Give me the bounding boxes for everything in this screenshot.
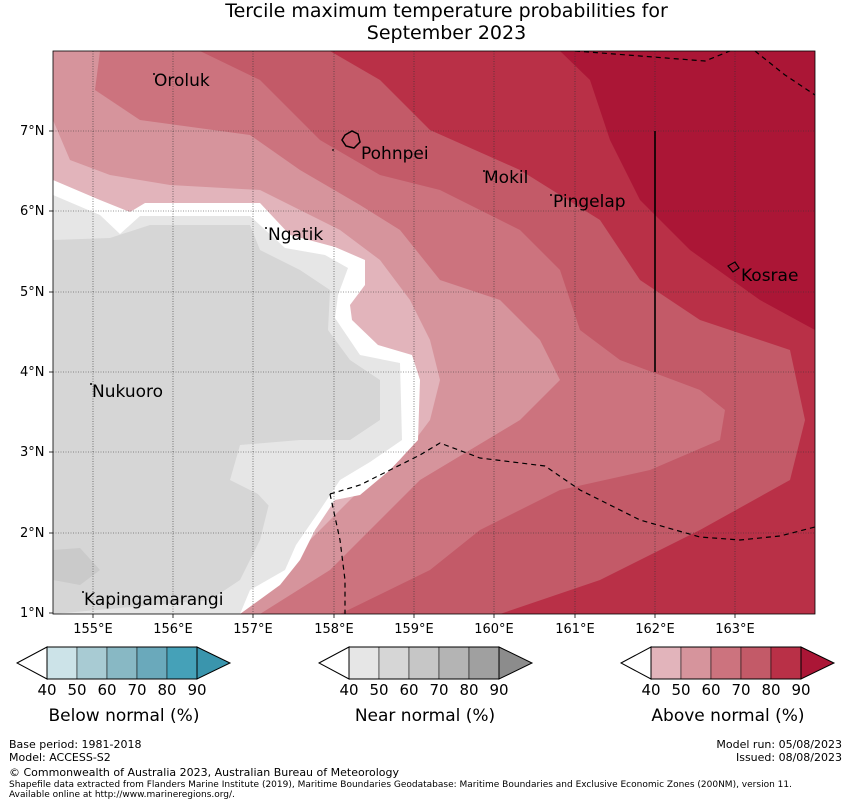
place-label-nukuoro: Nukuoro [92, 382, 164, 402]
near-tick: 50 [369, 681, 389, 699]
place-label-ngatik: Ngatik [268, 225, 324, 245]
colorbar-title-above: Above normal (%) [651, 706, 805, 726]
lon-label-163e: 163°E [715, 622, 755, 637]
below-tick: 90 [187, 681, 207, 699]
lon-label-161e: 161°E [555, 622, 595, 637]
lon-label-162e: 162°E [635, 622, 675, 637]
lon-label-159e: 159°E [394, 622, 434, 637]
place-label-pingelap: Pingelap [553, 192, 626, 212]
lat-label-4n: 4°N [20, 365, 45, 380]
lon-label-156e: 156°E [153, 622, 193, 637]
footer-copyright: © Commonwealth of Australia 2023, Austra… [9, 766, 399, 779]
near-tick: 60 [399, 681, 419, 699]
above-tick: 40 [641, 681, 661, 699]
map-title-line2: September 2023 [366, 22, 527, 44]
map-frame [52, 50, 816, 615]
colorbar-title-below: Below normal (%) [48, 706, 200, 726]
near-tick: 40 [339, 681, 359, 699]
map-title-line1: Tercile maximum temperature probabilitie… [225, 0, 668, 22]
footer-base-period: Base period: 1981-2018 [9, 738, 142, 751]
eez-boundaries [329, 51, 815, 614]
colorbar-above-normal [620, 646, 836, 680]
footer-model: Model: ACCESS-S2 [9, 751, 111, 764]
footer-shapefile-url: Available online at http://www.marinereg… [9, 790, 235, 800]
colorbar-title-near: Near normal (%) [354, 706, 496, 726]
colorbar-below-normal [16, 646, 232, 680]
lat-label-1n: 1°N [20, 606, 45, 621]
lat-label-5n: 5°N [20, 285, 45, 300]
above-tick: 80 [761, 681, 781, 699]
colorbar-near-normal [318, 646, 534, 680]
footer-model-run: Model run: 05/08/2023 [716, 738, 842, 751]
place-label-oroluk: Oroluk [154, 71, 210, 91]
below-tick: 80 [157, 681, 177, 699]
kosrae-island-shape [727, 261, 740, 273]
footer-issued: Issued: 08/08/2023 [735, 751, 842, 764]
near-lighter-patch [256, 480, 283, 506]
lon-label-155e: 155°E [73, 622, 113, 637]
below-tick: 50 [67, 681, 87, 699]
lon-label-160e: 160°E [474, 622, 514, 637]
place-label-kosrae: Kosrae [741, 266, 799, 286]
islet-dot [332, 149, 334, 151]
near-tick: 70 [429, 681, 449, 699]
lon-label-158e: 158°E [314, 622, 354, 637]
footer-shapefile-credit: Shapefile data extracted from Flanders M… [9, 780, 792, 790]
lat-label-6n: 6°N [20, 204, 45, 219]
lat-label-7n: 7°N [20, 124, 45, 139]
pohnpei-island-shape [341, 130, 361, 149]
above-tick: 50 [671, 681, 691, 699]
near-tick: 90 [489, 681, 509, 699]
below-tick: 70 [127, 681, 147, 699]
lon-label-157e: 157°E [233, 622, 273, 637]
place-label-kapingamarangi: Kapingamarangi [84, 590, 224, 610]
below-tick: 40 [37, 681, 57, 699]
above-tick: 70 [731, 681, 751, 699]
above-tick: 90 [791, 681, 811, 699]
lat-label-2n: 2°N [20, 526, 45, 541]
below-tick: 60 [97, 681, 117, 699]
above-tick: 60 [701, 681, 721, 699]
axis-ticks [49, 130, 736, 618]
place-label-mokil: Mokil [484, 168, 529, 188]
place-markers [82, 73, 552, 593]
place-label-pohnpei: Pohnpei [361, 144, 429, 164]
near-60-patch [53, 548, 100, 585]
near-tick: 80 [459, 681, 479, 699]
lat-label-3n: 3°N [20, 445, 45, 460]
near-50-zone [53, 225, 380, 614]
